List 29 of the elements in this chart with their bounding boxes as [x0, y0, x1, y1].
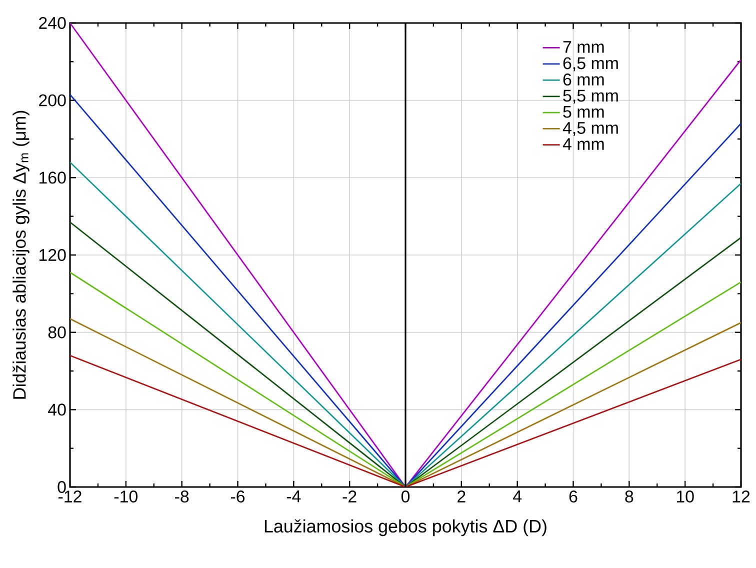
y-tick-label: 200 [39, 94, 66, 106]
y-axis-title: Didžiausias abliacijos gylis Δy$_{m}$ (μm) [12, 110, 30, 399]
x-tick-label: 10 [676, 490, 694, 503]
y-tick-label: 160 [40, 172, 66, 184]
x-tick-label: -10 [114, 490, 138, 503]
x-tick-label: -8 [175, 490, 189, 503]
x-tick-label: -4 [286, 490, 301, 502]
legend-label: 4,5 mm [562, 122, 618, 136]
x-tick-label: 8 [625, 490, 634, 503]
legend-label: 6 mm [563, 74, 604, 86]
x-tick-label: 0 [401, 490, 410, 503]
legend-label: 4 mm [562, 138, 604, 150]
y-tick-label: 120 [40, 249, 66, 261]
x-tick-label: -2 [342, 490, 356, 502]
legend-label: 5 mm [563, 106, 604, 118]
legend-label: 7 mm [563, 41, 604, 53]
legend-label: 6,5 mm [563, 57, 618, 72]
legend-label: 5,5 mm [563, 90, 618, 104]
y-tick-label: 40 [48, 404, 66, 416]
x-axis-title: Laužiamosios gebos pokytis ΔD (D) [264, 519, 546, 536]
y-tick-label: 0 [58, 481, 66, 493]
x-tick-label: 12 [732, 490, 750, 502]
x-tick-label: 6 [569, 490, 578, 503]
x-tick-label: -6 [230, 490, 245, 503]
y-tick-label: 240 [39, 16, 66, 29]
x-tick-label: -12 [58, 490, 82, 502]
y-tick-label: 80 [48, 326, 66, 338]
x-tick-label: 2 [458, 490, 466, 502]
x-tick-label: 4 [513, 490, 522, 502]
